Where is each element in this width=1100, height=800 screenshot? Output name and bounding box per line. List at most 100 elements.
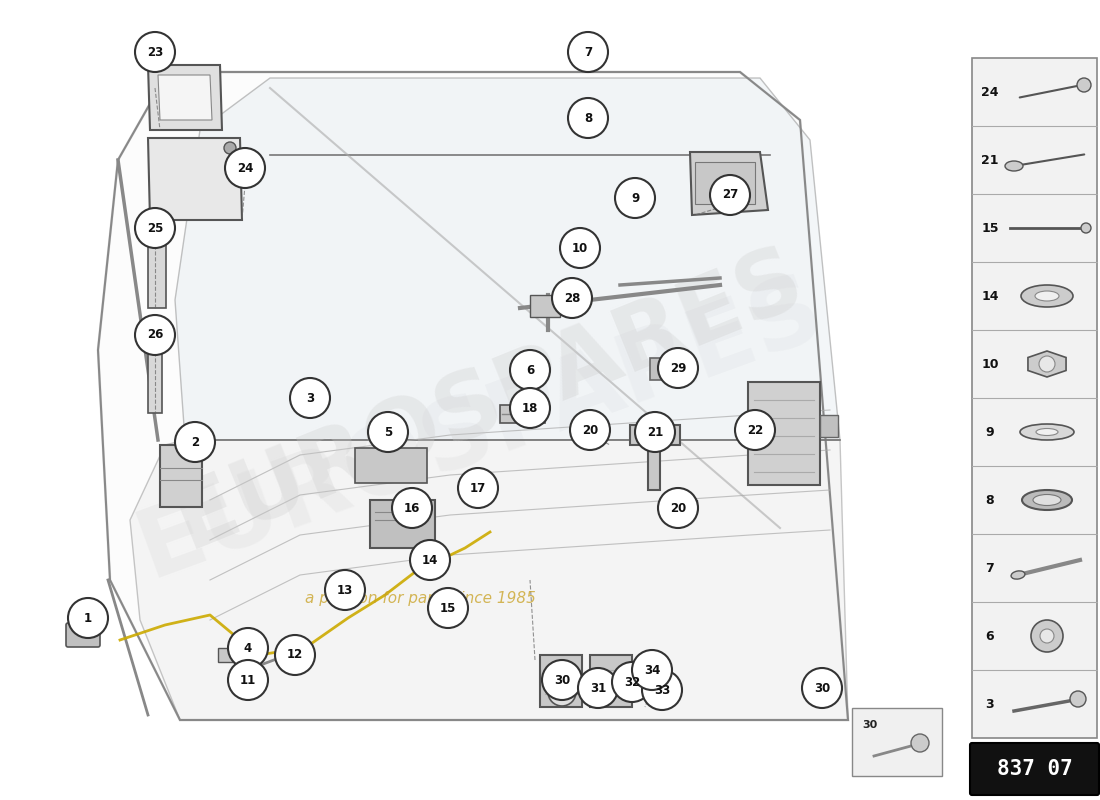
Circle shape [612,662,652,702]
Circle shape [1040,629,1054,643]
Text: 10: 10 [981,358,999,370]
Ellipse shape [1035,291,1059,301]
Text: 2: 2 [191,435,199,449]
Ellipse shape [1005,161,1023,171]
Circle shape [226,148,265,188]
Text: 8: 8 [584,111,592,125]
Text: 9: 9 [631,191,639,205]
Ellipse shape [1033,494,1062,506]
Bar [540,655,582,707]
Polygon shape [158,75,212,120]
Bar [530,295,560,317]
Text: 15: 15 [440,602,456,614]
Bar [650,358,680,380]
Circle shape [570,410,611,450]
Text: 3: 3 [986,698,994,710]
Circle shape [228,628,268,668]
Circle shape [1077,78,1091,92]
Text: 32: 32 [624,675,640,689]
FancyBboxPatch shape [66,623,100,647]
Text: 5: 5 [384,426,392,438]
Bar [160,445,202,507]
Text: 7: 7 [584,46,592,58]
Text: 31: 31 [590,682,606,694]
Circle shape [615,178,654,218]
Bar [590,655,632,707]
Polygon shape [690,152,768,215]
Circle shape [642,670,682,710]
Text: 26: 26 [146,329,163,342]
Bar [672,500,697,512]
Circle shape [560,228,600,268]
Text: 24: 24 [236,162,253,174]
Bar [695,162,755,204]
Polygon shape [630,425,680,490]
Circle shape [911,734,930,752]
Bar [370,500,434,548]
Text: 23: 23 [147,46,163,58]
Bar [972,58,1097,738]
Bar [820,415,838,437]
Bar [500,405,544,423]
Text: 17: 17 [470,482,486,494]
Text: 6: 6 [986,630,994,642]
Text: 8: 8 [986,494,994,506]
Text: 30: 30 [862,720,878,730]
Circle shape [658,348,698,388]
Polygon shape [130,440,848,720]
Text: 21: 21 [981,154,999,166]
Circle shape [735,410,776,450]
Text: 7: 7 [986,562,994,574]
Bar [218,648,238,662]
Text: 837 07: 837 07 [997,759,1072,779]
Text: 21: 21 [647,426,663,438]
Circle shape [510,388,550,428]
Circle shape [135,32,175,72]
Circle shape [1040,356,1055,372]
Text: 20: 20 [582,423,598,437]
Text: 1: 1 [84,611,92,625]
Text: 27: 27 [722,189,738,202]
Ellipse shape [1020,424,1074,440]
Text: 14: 14 [981,290,999,302]
Circle shape [392,488,432,528]
Text: 13: 13 [337,583,353,597]
Text: 9: 9 [986,426,994,438]
Circle shape [458,468,498,508]
Circle shape [68,598,108,638]
Text: 30: 30 [554,674,570,686]
Text: 15: 15 [981,222,999,234]
Bar [238,670,254,680]
Circle shape [428,588,468,628]
Text: EUROSPARES: EUROSPARES [125,263,835,597]
Circle shape [324,570,365,610]
Circle shape [410,540,450,580]
Bar [668,510,690,520]
Circle shape [658,488,698,528]
Circle shape [368,412,408,452]
Circle shape [548,678,576,706]
Text: EUROSPARES: EUROSPARES [163,234,817,566]
Text: 10: 10 [572,242,588,254]
Bar [148,318,162,413]
Bar [355,448,427,483]
Circle shape [290,378,330,418]
Bar [852,708,942,776]
Circle shape [542,660,582,700]
Text: 4: 4 [244,642,252,654]
Text: 34: 34 [644,663,660,677]
Text: 11: 11 [240,674,256,686]
Text: 12: 12 [287,649,304,662]
Circle shape [135,315,175,355]
Polygon shape [1027,351,1066,377]
Text: 24: 24 [981,86,999,98]
Circle shape [568,98,608,138]
Text: 29: 29 [670,362,686,374]
Circle shape [275,635,315,675]
Ellipse shape [1011,571,1025,579]
Text: 30: 30 [814,682,830,694]
Polygon shape [748,382,820,485]
Circle shape [510,350,550,390]
Polygon shape [148,65,222,130]
Circle shape [224,142,236,154]
